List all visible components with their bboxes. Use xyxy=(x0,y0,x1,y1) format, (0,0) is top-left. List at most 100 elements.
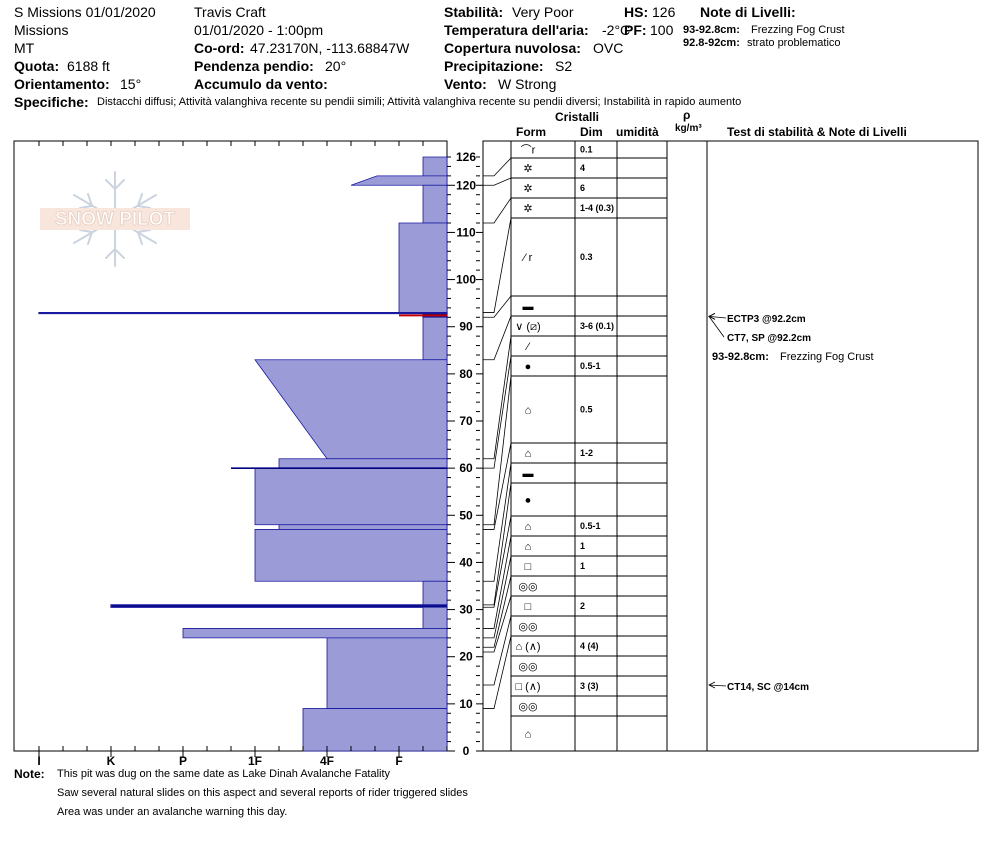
layer-note-text: Frezzing Fog Crust xyxy=(780,351,874,363)
test-pointer xyxy=(708,684,727,687)
precip-label: Precipitazione: xyxy=(444,58,544,74)
hardness-tick-label: I xyxy=(37,754,40,768)
height-tick-label: 40 xyxy=(459,555,473,569)
coord-value: 47.23170N, -113.68847W xyxy=(250,40,410,56)
notes-label: Note: xyxy=(14,767,45,781)
crystal-form-symbol: ● xyxy=(525,361,532,373)
hardness-layer xyxy=(254,467,448,526)
crystal-form-symbol: ⌂ xyxy=(525,405,532,417)
crystal-form-symbol: ⌂ xyxy=(525,541,532,553)
hardness-layer xyxy=(422,184,448,224)
logo-text: SNOW PILOT xyxy=(55,209,176,230)
layer-connector xyxy=(483,442,512,530)
form-header: Form xyxy=(516,125,546,139)
crystal-table-frame xyxy=(482,140,979,752)
height-tick-label: 30 xyxy=(459,603,473,617)
height-tick-label: 10 xyxy=(459,697,473,711)
hardness-layer xyxy=(350,175,448,186)
hardness-layer xyxy=(110,604,448,608)
crystal-form-symbol: ∨ (⧄) xyxy=(515,321,540,333)
crystal-size: 4 (4) xyxy=(580,641,599,651)
crystal-form-symbol: ✲ xyxy=(523,203,532,215)
crystal-size: 1-4 (0.3) xyxy=(580,203,614,213)
hardness-layer xyxy=(398,222,448,313)
crystal-form-symbol: ⌒r xyxy=(521,144,536,157)
height-tick-label: 60 xyxy=(459,461,473,475)
crystal-form-symbol: □ (∧) xyxy=(515,681,540,693)
test-pointer xyxy=(708,315,727,319)
crystal-size: 3-6 (0.1) xyxy=(580,321,614,331)
height-tick-label: 80 xyxy=(459,367,473,381)
height-axis: 0 10 20 30 40 50 60 70 80 90 100 110 120 126 xyxy=(447,150,483,758)
layer-note1-range: 93-92.8cm: xyxy=(683,24,740,36)
hardness-tick-label: 4F xyxy=(320,754,334,768)
crystal-size: 0.5-1 xyxy=(580,361,601,371)
notes-line-3: Area was under an avalanche warning this… xyxy=(57,806,288,818)
layer-connector xyxy=(483,197,512,224)
crystal-size: 3 (3) xyxy=(580,681,599,691)
height-tick-label: 120 xyxy=(456,178,476,192)
hardness-layer xyxy=(254,359,448,460)
crystal-size: 1 xyxy=(580,561,585,571)
crystal-size: 6 xyxy=(580,183,585,193)
height-tick-label: 126 xyxy=(456,150,476,164)
hardness-tick-label: K xyxy=(107,754,116,768)
moisture-header: umidità xyxy=(616,125,659,139)
snow-profile-chart: SNOW PILOT I K P 1F 4F F 0 10 20 30 40 50 60 70 80 90 1… xyxy=(13,140,979,768)
elevation-value: 6188 ft xyxy=(67,58,110,74)
slope-label: Pendenza pendio: xyxy=(194,58,314,74)
stability-test-label: ECTP3 @92.2cm xyxy=(727,314,806,325)
crystal-form-symbol: ◎◎ xyxy=(518,661,537,673)
precip-value: S2 xyxy=(555,58,573,74)
test-pointer xyxy=(708,316,725,338)
hardness-layer xyxy=(278,524,448,530)
hardness-tick-label: P xyxy=(179,754,187,768)
wind-value: W Strong xyxy=(498,76,557,92)
stability-test-label: CT14, SC @14cm xyxy=(727,682,809,693)
height-tick-label: 100 xyxy=(456,273,476,287)
height-tick-label: 20 xyxy=(459,650,473,664)
tests-header: Test di stabilità & Note di Livelli xyxy=(727,125,907,139)
snowpilot-logo: SNOW PILOT xyxy=(40,171,190,267)
wind-label: Vento: xyxy=(444,76,487,92)
test-arrowhead xyxy=(708,681,716,689)
test-arrowhead xyxy=(708,312,716,320)
hardness-tick-label: F xyxy=(395,754,402,768)
hardness-layer xyxy=(422,606,448,629)
specifics-label: Specifiche: xyxy=(14,94,89,110)
crystal-form-symbol: ⁄ r xyxy=(521,252,533,264)
layer-notes-title: Note di Livelli: xyxy=(700,4,796,20)
crystal-size: 1-2 xyxy=(580,448,593,458)
crystal-form-symbol: ◎◎ xyxy=(518,621,537,633)
crystal-form-symbol: ✲ xyxy=(523,183,532,195)
aspect-label: Orientamento: xyxy=(14,76,110,92)
hardness-layer xyxy=(302,708,448,752)
height-tick-label: 110 xyxy=(456,225,476,239)
aspect-value: 15° xyxy=(120,76,142,92)
crystal-form-symbol: □ xyxy=(525,561,532,573)
crystal-size: 0.5 xyxy=(580,405,593,415)
crystal-size: 0.3 xyxy=(580,252,593,262)
layer-connector xyxy=(483,462,512,582)
stability-tests: ECTP3 @92.2cm CT7, SP @92.2cm CT14, SC @14… xyxy=(708,312,874,693)
layer-connector xyxy=(483,217,512,313)
layer-connector xyxy=(483,555,512,639)
layer-connector xyxy=(483,635,512,709)
crystal-size: 0.5-1 xyxy=(580,521,601,531)
layer-connector xyxy=(483,515,512,608)
crystal-size: 2 xyxy=(580,601,585,611)
layer-connector xyxy=(483,595,512,653)
hardness-layer xyxy=(422,316,448,361)
crystal-form-symbol: ◎◎ xyxy=(518,581,537,593)
airtemp-label: Temperatura dell'aria: xyxy=(444,22,589,38)
stability-value: Very Poor xyxy=(512,4,574,20)
hardness-layer xyxy=(254,529,448,582)
crystal-size: 0.1 xyxy=(580,145,593,155)
pf-value: 100 xyxy=(650,22,674,38)
crystal-rows: ⌒r 0.1 ✲ 4 ✲ 6 ✲ 1-4 (0.3) ⁄ r 0.3 ▬ ∨ (⧄) 3-6 (0.1)… xyxy=(483,144,667,741)
crystal-form-symbol: ⌂ xyxy=(525,521,532,533)
height-tick-label: 90 xyxy=(459,320,473,334)
layer-note-range: 93-92.8cm: xyxy=(712,351,769,363)
hardness-layer xyxy=(326,637,448,709)
crystal-form-symbol: ● xyxy=(525,495,532,507)
